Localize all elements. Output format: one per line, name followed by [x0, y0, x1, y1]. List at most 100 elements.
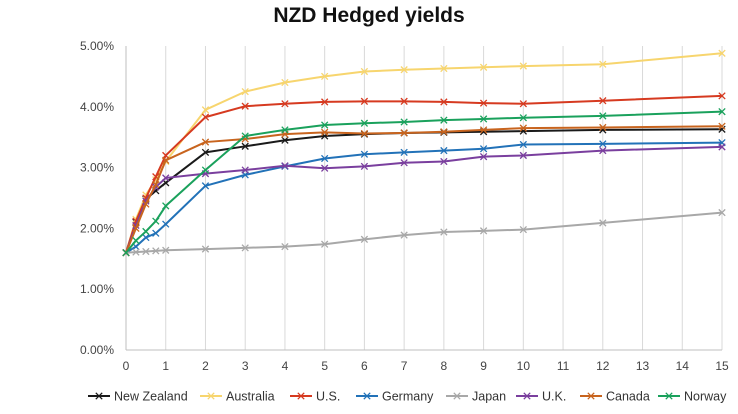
legend: New Zealand Australia U.S. Germany Japan U.K.…	[88, 390, 727, 404]
data-point	[400, 159, 408, 167]
legend-item: U.K.	[516, 390, 566, 404]
x-tick-label: 7	[401, 359, 408, 373]
series-japan	[122, 208, 726, 257]
series-lines	[122, 49, 726, 257]
data-point	[519, 114, 527, 122]
data-point	[321, 128, 329, 136]
data-point	[152, 180, 160, 189]
data-point	[241, 166, 249, 174]
data-point	[201, 138, 210, 146]
series-new-zealand	[122, 125, 726, 257]
data-point	[599, 219, 607, 227]
data-point	[321, 121, 329, 129]
series-norway	[122, 108, 726, 257]
y-tick-label: 0.00%	[80, 343, 114, 357]
data-point	[479, 63, 488, 71]
data-point	[241, 102, 249, 110]
gridlines	[165, 46, 723, 350]
data-point	[201, 166, 210, 174]
data-point	[162, 220, 170, 228]
legend-item: New Zealand	[88, 390, 188, 404]
data-point	[321, 154, 329, 163]
data-point	[479, 115, 488, 123]
legend-label: Australia	[226, 390, 275, 404]
x-tick-label: 9	[480, 359, 487, 373]
data-point	[281, 100, 289, 108]
data-point	[440, 98, 448, 106]
x-tick-label: 10	[517, 359, 531, 373]
data-point	[479, 145, 488, 153]
legend-label: U.S.	[316, 390, 340, 404]
legend-item: Canada	[580, 390, 650, 404]
data-point	[440, 146, 448, 155]
data-point	[400, 97, 408, 105]
data-point	[479, 126, 488, 134]
data-point	[440, 116, 448, 124]
data-point	[519, 225, 527, 234]
y-tick-label: 2.00%	[80, 221, 114, 235]
legend-label: U.K.	[542, 390, 566, 404]
x-tick-label: 3	[242, 359, 249, 373]
data-point	[440, 128, 448, 136]
x-tick-label: 12	[596, 359, 610, 373]
data-point	[400, 129, 408, 137]
data-point	[201, 182, 210, 190]
x-tick-label: 6	[361, 359, 368, 373]
data-point	[142, 200, 150, 208]
data-point	[201, 245, 210, 253]
data-point	[360, 150, 369, 158]
data-point	[122, 249, 130, 257]
series-germany	[122, 139, 726, 257]
data-point	[360, 119, 369, 127]
data-point	[360, 235, 369, 244]
data-point	[162, 202, 170, 210]
data-point	[360, 129, 369, 138]
x-tick-label: 8	[441, 359, 448, 373]
series-line	[125, 125, 723, 254]
data-point	[142, 233, 150, 242]
series-line	[125, 110, 723, 254]
x-tick-label: 4	[282, 359, 289, 373]
data-point	[519, 124, 527, 132]
data-point	[400, 231, 408, 239]
series-u-s	[122, 92, 726, 257]
data-point	[440, 157, 448, 166]
legend-label: Japan	[472, 390, 506, 404]
legend-item: U.S.	[290, 390, 340, 404]
data-point	[132, 248, 140, 256]
data-point	[479, 99, 488, 107]
y-tick-label: 4.00%	[80, 100, 114, 114]
data-point	[281, 136, 289, 144]
data-point	[201, 148, 210, 157]
data-point	[162, 156, 170, 164]
data-point	[519, 62, 527, 70]
x-tick-label: 11	[557, 359, 570, 373]
data-point	[321, 240, 329, 248]
y-tick-label: 1.00%	[80, 282, 114, 296]
x-tick-label: 5	[321, 359, 328, 373]
data-point	[440, 228, 448, 236]
data-point	[360, 97, 369, 105]
series-u-k	[122, 143, 726, 257]
legend-item: Australia	[200, 390, 275, 404]
data-point	[241, 132, 249, 140]
data-point	[400, 148, 408, 157]
series-line	[125, 141, 723, 254]
data-point	[360, 162, 369, 171]
x-tick-label: 13	[636, 359, 650, 373]
y-tick-label: 5.00%	[80, 39, 114, 53]
data-point	[599, 112, 607, 120]
x-tick-label: 1	[162, 359, 169, 373]
legend-label: Canada	[606, 390, 650, 404]
x-tick-label: 15	[715, 359, 729, 373]
data-point	[152, 247, 160, 255]
series-line	[125, 52, 723, 254]
data-point	[281, 162, 289, 170]
data-point	[281, 242, 289, 251]
data-point	[132, 236, 140, 245]
data-point	[241, 142, 249, 150]
x-tick-label: 14	[676, 359, 690, 373]
data-point	[519, 151, 527, 160]
